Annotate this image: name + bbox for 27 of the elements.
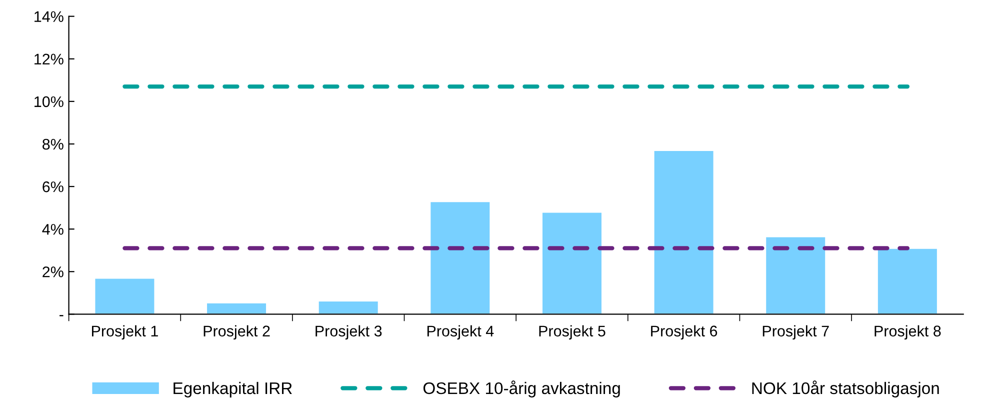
y-tick-label: 4%	[42, 224, 64, 235]
x-tick-label: Prosjekt 5	[539, 325, 606, 340]
bar	[317, 300, 380, 314]
bar	[94, 277, 156, 314]
y-tick-label: 10%	[34, 96, 64, 108]
y-tick-label: 12%	[34, 54, 64, 64]
bar	[652, 150, 715, 314]
bar	[541, 211, 603, 314]
bar	[876, 248, 938, 314]
legend-label: OSEBX 10-årig avkastning	[423, 380, 620, 398]
y-tick-label: -	[60, 315, 64, 316]
bar	[764, 236, 826, 314]
x-tick-label: Prosjekt 2	[204, 325, 270, 340]
x-tick-label: Prosjekt 1	[92, 325, 158, 340]
y-tick-label: 8%	[42, 138, 64, 150]
x-tick-label: Prosjekt 7	[762, 325, 829, 340]
x-tick-label: Prosjekt 3	[316, 325, 382, 340]
bar	[429, 200, 492, 314]
y-tick-label: 6%	[42, 181, 64, 192]
x-tick-label: Prosjekt 4	[427, 325, 494, 340]
y-tick-label: 2%	[42, 266, 64, 278]
x-tick-label: Prosjekt 8	[874, 325, 941, 340]
legend-label: NOK 10år statsobligasjon	[752, 380, 939, 398]
x-tick-label: Prosjekt 6	[651, 325, 718, 340]
y-tick-label: 14%	[34, 11, 64, 22]
bar	[206, 302, 268, 314]
legend-label: Egenkapital IRR	[174, 382, 292, 398]
